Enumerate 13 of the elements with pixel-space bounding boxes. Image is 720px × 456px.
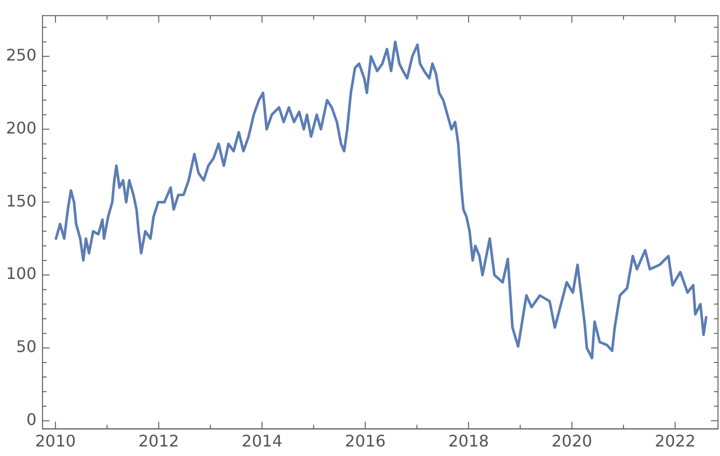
y-tick-label: 250 (6, 46, 37, 65)
y-tick-label: 50 (16, 337, 37, 356)
y-tick-label: 100 (6, 264, 37, 284)
x-tick-label: 2010 (35, 432, 76, 451)
x-tick-label: 2018 (448, 432, 489, 451)
x-tick-label: 2016 (344, 432, 386, 451)
y-tick-label: 0 (26, 410, 37, 429)
y-tick-label: 150 (6, 191, 37, 210)
y-tick-label: 200 (6, 118, 37, 138)
x-tick-label: 2022 (654, 432, 696, 451)
x-tick-label: 2020 (551, 432, 592, 451)
x-tick-label: 2014 (242, 432, 282, 451)
x-tick-label: 2012 (138, 432, 180, 451)
